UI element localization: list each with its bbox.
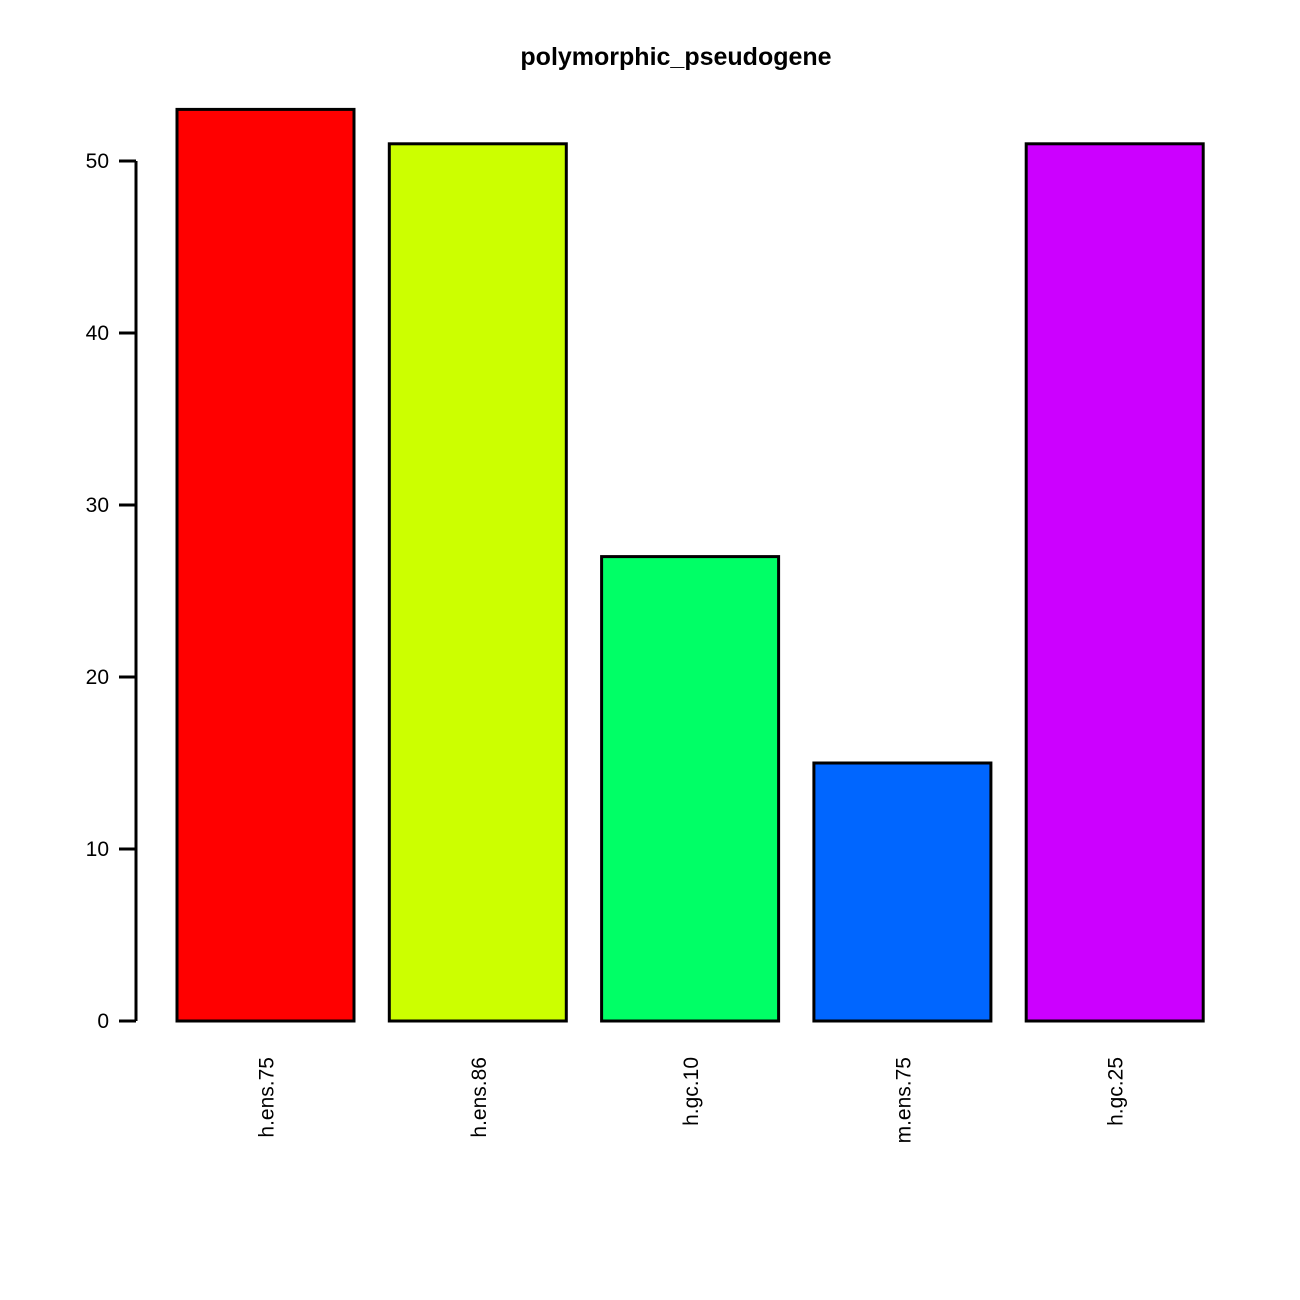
x-tick-label: h.ens.86	[468, 1057, 491, 1138]
x-tick-label: h.gc.25	[1105, 1057, 1128, 1126]
x-tick-label: m.ens.75	[892, 1057, 915, 1143]
y-tick-label: 40	[86, 322, 109, 345]
x-tick-label: h.gc.10	[680, 1057, 703, 1126]
x-axis-labels: h.ens.75 h.ens.86 h.gc.10 m.ens.75 h.gc.25	[256, 1057, 1128, 1143]
y-axis: 0 10 20 30 40 50	[86, 150, 138, 1033]
y-tick-label: 50	[86, 150, 109, 173]
chart-title: polymorphic_pseudogene	[520, 43, 831, 71]
y-tick-label: 30	[86, 494, 109, 517]
x-tick-label: h.ens.75	[256, 1057, 279, 1138]
bar-h.gc.10	[600, 555, 781, 1023]
bar-h.ens.75	[175, 107, 356, 1023]
y-tick-label: 10	[86, 838, 109, 861]
bar-h.gc.25	[1024, 142, 1205, 1023]
bars	[175, 107, 1205, 1023]
y-tick-label: 20	[86, 666, 109, 689]
bar-h.ens.86	[387, 142, 568, 1023]
y-tick-label: 0	[97, 1010, 109, 1033]
bar-m.ens.75	[812, 761, 993, 1023]
